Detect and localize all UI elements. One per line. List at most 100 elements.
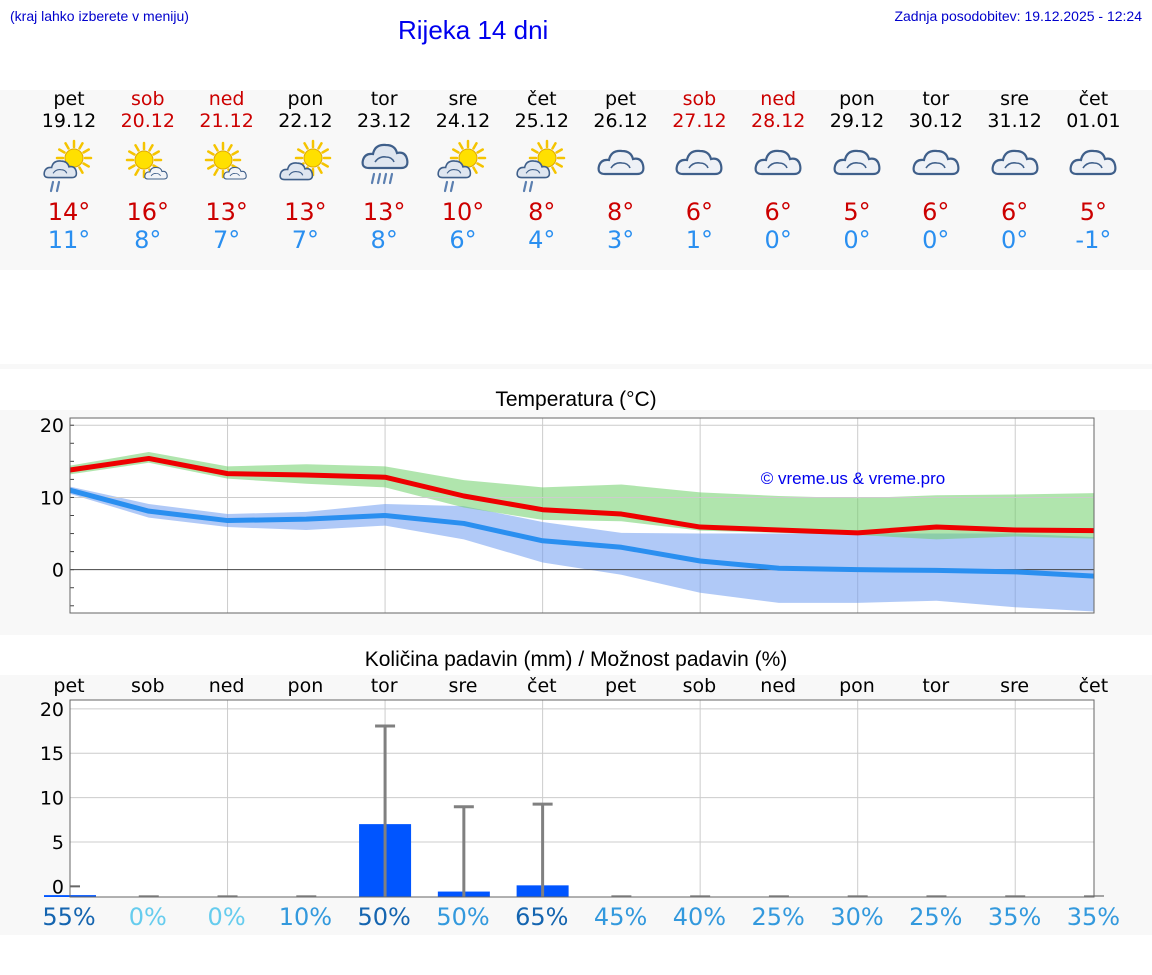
max-temperature: 16° (126, 198, 170, 226)
day-column: pet 26.12 (581, 88, 661, 132)
min-temperature: 4° (528, 226, 556, 254)
max-temperature: 6° (922, 198, 950, 226)
max-temperature-line (69, 455, 1095, 536)
section-divider (0, 364, 1152, 369)
precipitation-day-label: pet (604, 675, 637, 697)
day-date: 31.12 (987, 110, 1042, 132)
day-column: pon 29.12 (817, 88, 897, 132)
precipitation-chance: 50% (357, 903, 411, 931)
day-column: ned 21.12 (187, 88, 267, 132)
plot-area (70, 700, 1094, 897)
max-temperature: 5° (843, 198, 871, 226)
day-column: tor 23.12 (344, 88, 424, 132)
day-date: 24.12 (435, 110, 491, 132)
min-temperature: 8° (134, 226, 162, 254)
day-name: ned (760, 88, 797, 110)
day-column: čet 25.12 (502, 88, 582, 132)
precipitation-chance: 10% (278, 903, 333, 931)
min-temperature: 0° (764, 226, 792, 254)
max-temperature: 6° (685, 198, 714, 226)
y-tick-label: 20 (40, 415, 64, 437)
cloudy-icon (829, 138, 885, 194)
day-column: sre 24.12 (423, 88, 503, 132)
day-name: sre (448, 88, 478, 110)
max-temperature: 14° (47, 198, 91, 226)
max-temperature: 13° (284, 198, 327, 226)
location-hint: (kraj lahko izberete v meniju) (10, 8, 189, 24)
max-temperature: 8° (528, 198, 556, 226)
precipitation-day-label: ned (208, 675, 245, 697)
precipitation-chance: 35% (987, 903, 1042, 931)
y-tick-label: 5 (52, 832, 64, 854)
precipitation-day-label: čet (1078, 675, 1109, 697)
temperature-chart-title: Temperatura (°C) (495, 388, 657, 411)
min-temperature: 8° (370, 226, 398, 254)
plot-frame (69, 699, 1095, 898)
day-date: 25.12 (514, 110, 569, 132)
day-name: pon (287, 88, 324, 110)
day-date: 01.01 (1066, 110, 1121, 132)
precipitation-day-label: sre (448, 675, 478, 697)
cloudy-icon (908, 138, 964, 194)
day-date: 30.12 (908, 110, 963, 132)
y-tick-label: 0 (52, 560, 64, 582)
max-temperature: 6° (1000, 198, 1029, 226)
precipitation-day-label: ned (760, 675, 797, 697)
day-date: 20.12 (120, 110, 175, 132)
precipitation-chance: 30% (830, 903, 884, 931)
precipitation-chance: 25% (909, 903, 963, 931)
precipitation-chance: 0% (128, 903, 167, 931)
day-date: 19.12 (41, 110, 97, 132)
precipitation-chance: 35% (1066, 903, 1121, 931)
day-name: čet (1078, 88, 1109, 110)
cloudy-icon (987, 138, 1043, 194)
forecast-band (0, 90, 1152, 270)
day-name: čet (527, 88, 557, 110)
precipitation-day-label: pet (53, 675, 85, 697)
precipitation-day-label: pon (287, 675, 324, 697)
page-title: Rijeka 14 dni (398, 15, 549, 45)
precipitation-chance: 65% (515, 903, 569, 931)
y-tick-label: 10 (40, 788, 64, 810)
precipitation-day-label: sre (1000, 675, 1030, 697)
day-name: sob (131, 88, 165, 110)
cloudy-icon (750, 138, 806, 194)
last-updated: Zadnja posodobitev: 19.12.2025 - 12:24 (894, 8, 1142, 24)
day-name: pon (839, 88, 875, 110)
min-temperature: -1° (1075, 226, 1112, 254)
min-temperature: 0° (922, 226, 950, 254)
precipitation-day-label: pon (839, 675, 875, 697)
sun-cloud-icon (199, 138, 255, 194)
day-column: sre 31.12 (975, 88, 1055, 132)
precipitation-day-label: sob (131, 675, 165, 697)
max-temperature: 13° (205, 198, 248, 226)
y-tick-label: 15 (40, 743, 64, 765)
precipitation-day-labels: pet sob ned pon tor sre čet pet sob ned pon tor sre č… (0, 675, 1152, 699)
precipitation-chance: 55% (42, 903, 96, 931)
day-name: sre (1000, 88, 1030, 110)
day-column: sob 27.12 (659, 88, 739, 132)
day-date: 29.12 (829, 110, 885, 132)
day-date: 27.12 (672, 110, 727, 132)
precipitation-chart: 20 15 10 5 0 (40, 699, 1104, 898)
cloud-rain-icon (356, 138, 412, 194)
day-column: sob 20.12 (108, 88, 188, 132)
min-temperature: 7° (291, 226, 320, 254)
day-name: tor (922, 88, 950, 110)
day-name: pet (604, 88, 637, 110)
precipitation-chart-title: Količina padavin (mm) / Možnost padavin … (364, 648, 788, 671)
day-date: 21.12 (199, 110, 254, 132)
max-temperature: 13° (362, 198, 406, 226)
day-column: pon 22.12 (265, 88, 345, 132)
sun-cloud-icon (120, 138, 176, 194)
precipitation-day-label: sob (682, 675, 717, 697)
min-temperature: 11° (47, 226, 91, 254)
day-date: 22.12 (278, 110, 333, 132)
precipitation-chance: 50% (436, 903, 490, 931)
sun-cloud-rain-icon (435, 138, 491, 194)
sun-cloud-rain-icon (41, 138, 97, 194)
y-tick-label: 0 (52, 876, 64, 898)
y-tick-label: 20 (40, 699, 64, 721)
cloudy-icon (593, 138, 649, 194)
day-name: pet (53, 88, 85, 110)
